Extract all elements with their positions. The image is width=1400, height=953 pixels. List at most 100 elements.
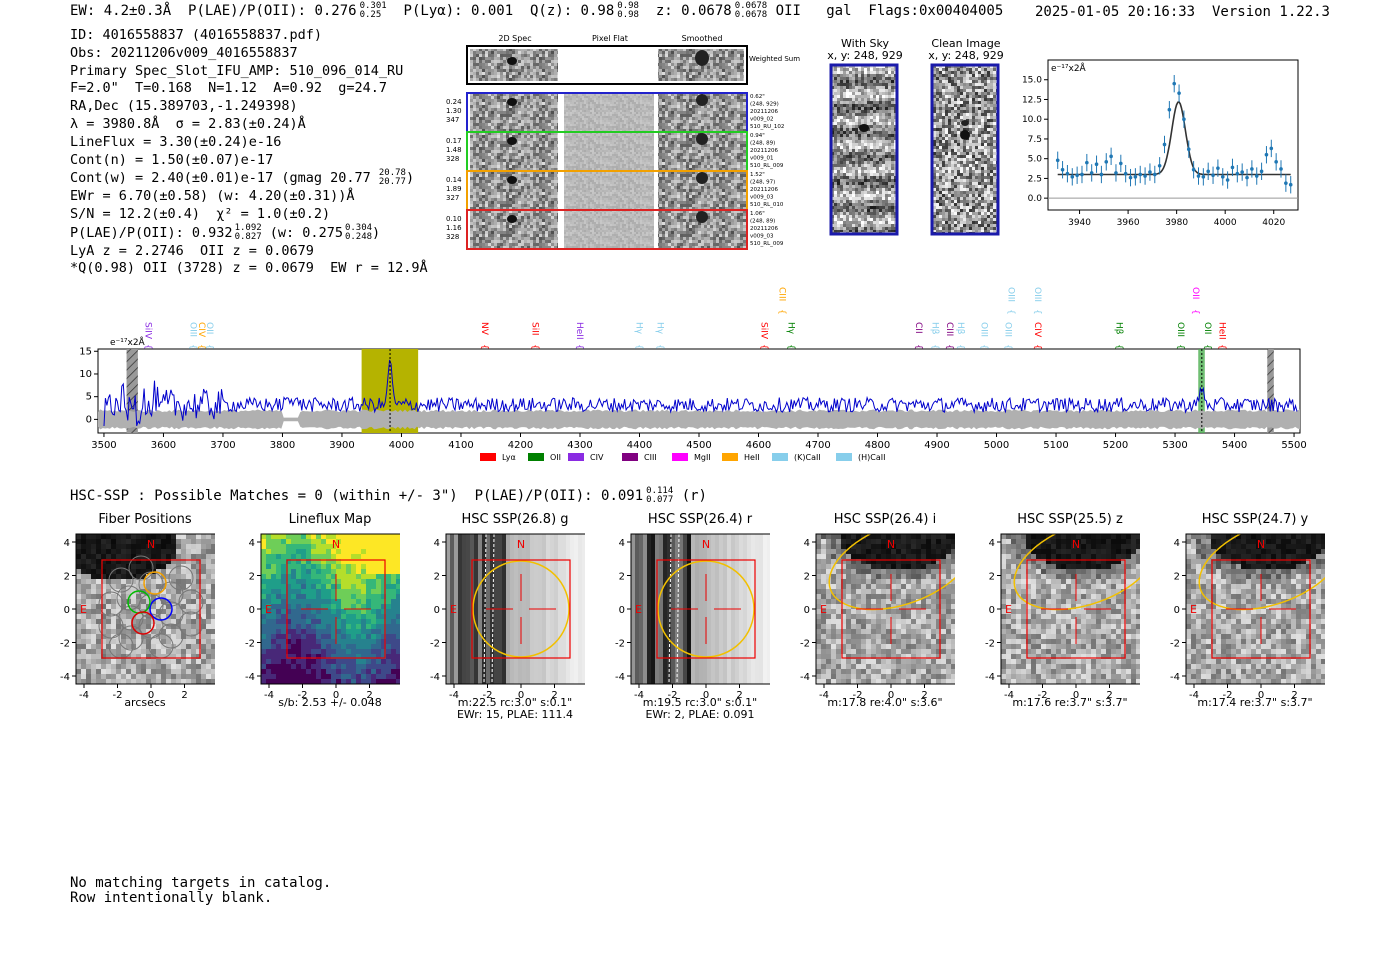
y-tick-label: -4 — [615, 672, 625, 683]
fiber-row-meta: 0.62" — [750, 94, 765, 100]
plae-range: 0.301 0.25 — [359, 1, 387, 20]
fit-point — [1119, 154, 1123, 173]
catalog-footer: No matching targets in catalog. Row inten… — [70, 876, 331, 906]
fiber-row-meta: 510_RL_009 — [750, 241, 784, 247]
fiber-row-meta: (248, 89) — [750, 219, 775, 225]
x-tick-label: -2 — [668, 690, 678, 701]
line-marker-tick: { — [634, 344, 644, 350]
y-tick-label: -2 — [430, 639, 440, 650]
y-tick-label: 7.5 — [1028, 135, 1042, 145]
fit-point — [1055, 151, 1060, 169]
footer-line: No matching targets in catalog. — [70, 875, 332, 891]
fiber-row-meta: 510_RU_102 — [750, 124, 784, 130]
fiber-row-meta: 20211206 — [750, 148, 778, 154]
y-tick-label: 0 — [804, 605, 810, 616]
line-id: OII — [775, 3, 801, 19]
line-marker-label: Hγ — [634, 322, 644, 335]
fiber-row-frame — [466, 209, 748, 250]
stamp-title: HSC SSP(26.8) g — [461, 512, 569, 527]
x-tick-label: 4100 — [448, 440, 473, 451]
fit-point — [1085, 153, 1089, 172]
line-marker-tick: { — [944, 344, 954, 350]
y-tick-label: 4 — [989, 538, 995, 549]
fit-point — [1080, 165, 1084, 184]
line-marker-tick: { — [479, 344, 489, 350]
line-marker-label: Hβ — [929, 322, 939, 335]
sky-images — [829, 63, 1000, 236]
x-tick-label: 3900 — [329, 440, 354, 451]
fit-point — [1240, 163, 1244, 181]
fit-point — [1143, 167, 1147, 185]
fit-point — [1114, 164, 1118, 182]
legend-item: HeII — [722, 453, 760, 462]
fit-point — [1162, 135, 1167, 154]
x-tick-label: 0 — [148, 690, 154, 701]
y-tick-label: 4 — [1174, 538, 1180, 549]
x-tick-label: 4800 — [865, 440, 890, 451]
stamp-caption: s/b: 2.53 +/- 0.048 — [245, 697, 415, 709]
y-tick-label: 2 — [619, 572, 625, 583]
clean-image-title: Clean Image x, y: 248, 929 — [928, 37, 1004, 62]
x-tick-label: -2 — [113, 690, 123, 701]
y-tick-label: -2 — [985, 639, 995, 650]
aperture-ellipse — [1013, 534, 1140, 611]
fiber-row-meta: v009_03 — [750, 234, 774, 240]
fit-point — [1182, 110, 1186, 128]
x-tick-label: 3800 — [270, 440, 295, 451]
stamp-caption-line: s/b: 2.53 +/- 0.048 — [278, 696, 382, 709]
x-tick-label: 2 — [921, 690, 927, 701]
search-box — [101, 559, 201, 659]
info-line: LyA z = 2.2746 OII z = 0.0679 — [70, 242, 314, 259]
legend-item: (H)CaII — [836, 453, 885, 462]
x-tick-label: 0 — [518, 690, 524, 701]
fiber-row-meta: 20211206 — [750, 187, 778, 193]
x-tick-label: -2 — [483, 690, 493, 701]
north-label: N — [332, 538, 340, 551]
stamp-caption: m:22.5 rc:3.0" s:0.1" EWr: 15, PLAE: 111.… — [430, 697, 600, 721]
fit-point — [1104, 153, 1109, 171]
plya-value: P(Lyα): 0.001 — [403, 3, 514, 19]
fit-point — [1133, 168, 1138, 186]
x-tick-label: -2 — [298, 690, 308, 701]
line-marker-label: NV — [479, 322, 489, 336]
y-tick-label: 12.5 — [1022, 95, 1042, 105]
stamp-caption: m:17.4 re:3.7" s:3.7" — [1170, 697, 1340, 709]
y-tick-label: 2 — [1174, 572, 1180, 583]
fiber-row-meta: 510_RL_009 — [750, 163, 784, 169]
x-tick-label: 2 — [1106, 690, 1112, 701]
stamp-caption: arcsecs — [60, 697, 230, 709]
line-marker-tick: { — [204, 344, 214, 350]
x-tick-label: -4 — [1189, 690, 1199, 701]
fit-point — [1177, 84, 1181, 102]
fit-point — [1167, 101, 1172, 119]
fiber-orange — [143, 571, 167, 595]
qz-range: 0.98 0.98 — [617, 1, 639, 20]
east-label: E — [450, 603, 457, 616]
x-tick-label: -4 — [1004, 690, 1014, 701]
x-tick-label: 5200 — [1103, 440, 1128, 451]
stamp-caption-line: m:22.5 rc:3.0" s:0.1" — [457, 696, 573, 709]
stamp-caption-line: m:19.5 rc:3.0" s:0.1" — [642, 696, 758, 709]
masked-region — [1267, 349, 1274, 433]
fit-point — [1152, 165, 1157, 184]
y-tick-label: 4 — [434, 538, 440, 549]
line-marker-label: OII — [1202, 322, 1212, 334]
y-tick-label: -2 — [245, 639, 255, 650]
x-tick-label: 4700 — [805, 440, 830, 451]
info-line: RA,Dec (15.389703,-1.249398) — [70, 98, 298, 115]
fit-point — [1279, 160, 1283, 178]
stamp-title: HSC SSP(25.5) z — [1017, 512, 1123, 527]
line-marker-label: OIII — [1002, 322, 1012, 337]
y-tick-label: 2 — [64, 572, 70, 583]
y-tick-label: 2.5 — [1028, 174, 1042, 184]
north-label: N — [517, 538, 525, 551]
fit-point — [1284, 174, 1288, 192]
fit-point — [1065, 165, 1070, 183]
line-marker-label: CII — [913, 322, 923, 334]
x-tick-label: 5300 — [1162, 440, 1187, 451]
stamp-title: HSC SSP(24.7) y — [1201, 512, 1309, 527]
stamp-caption: m:17.6 re:3.7" s:3.7" — [985, 697, 1155, 709]
